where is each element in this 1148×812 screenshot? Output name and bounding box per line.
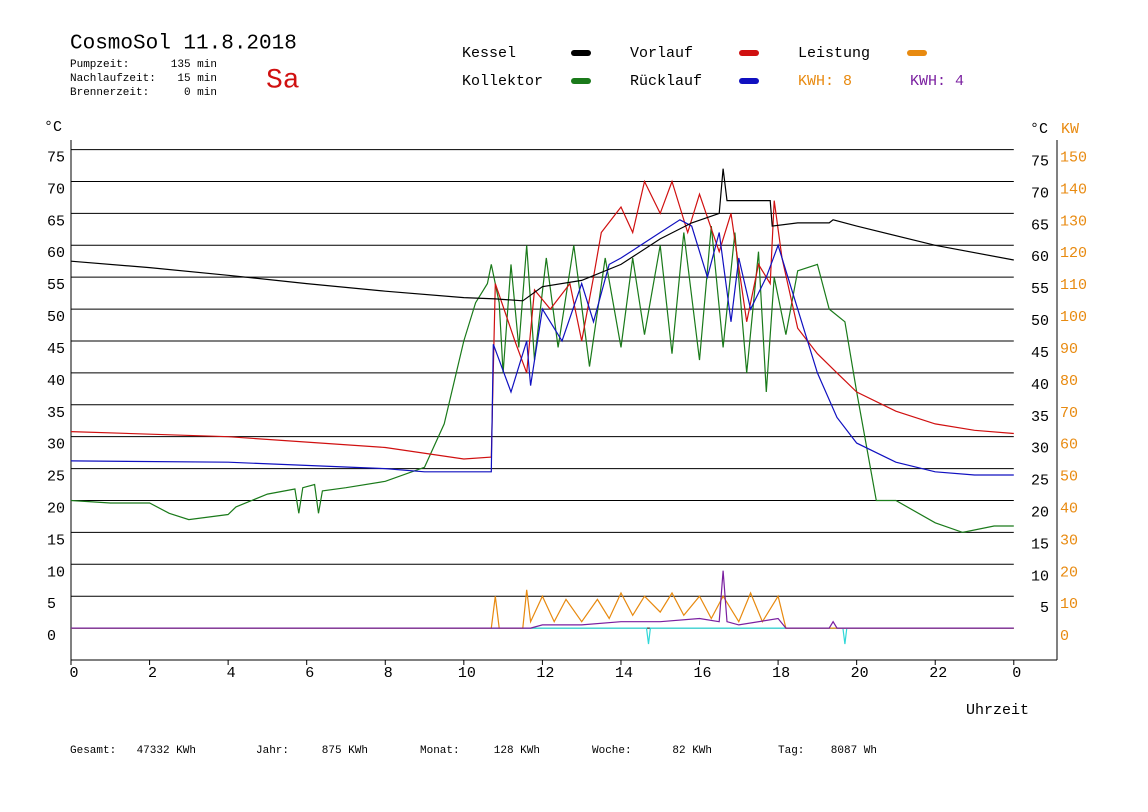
info-value: 135 min [171,59,217,71]
y-tick-label: 10 [47,564,65,581]
y3-tick-label: 10 [1060,596,1078,613]
x-tick-label: 10 [458,665,476,682]
y2-tick-label: 5 [1040,600,1049,617]
weekday: Sa [266,65,300,96]
series-line [70,179,1014,460]
info-label: Brennerzeit: [70,87,149,99]
y3-tick-label: 130 [1060,213,1087,230]
footer-value: 128 KWh [494,745,540,757]
y2-tick-label: 40 [1031,377,1049,394]
x-tick-label: 14 [615,665,633,682]
y3-tick-label: 140 [1060,181,1087,198]
y-axis-label: °C [44,119,62,136]
y-tick-label: 55 [47,277,65,294]
x-tick-label: 8 [384,665,393,682]
legend-label: Rücklauf [630,73,702,90]
y-tick-label: 60 [47,245,65,262]
y-tick-label: 40 [47,373,65,390]
x-tick-label: 12 [536,665,554,682]
y2-tick-label: 75 [1031,154,1049,171]
x-tick-label: 6 [305,665,314,682]
series-line [70,168,1014,302]
y3-tick-label: 70 [1060,405,1078,422]
y2-tick-label: 70 [1031,185,1049,202]
y3-tick-label: 60 [1060,437,1078,454]
x-tick-label: 20 [851,665,869,682]
y3-tick-label: 30 [1060,532,1078,549]
series-line [71,627,1014,645]
y2-tick-label: 50 [1031,313,1049,330]
y3-tick-label: 20 [1060,564,1078,581]
footer-label: Woche: [592,745,632,757]
y-tick-label: 50 [47,309,65,326]
series-line [71,570,1014,629]
x-tick-label: 2 [148,665,157,682]
legend-label: Leistung [798,45,870,62]
footer-label: Gesamt: [70,745,116,757]
y3-tick-label: 40 [1060,500,1078,517]
y2-tick-label: 30 [1031,441,1049,458]
legend-label: Kollektor [462,73,543,90]
y-tick-label: 0 [47,628,56,645]
y-tick-label: 75 [47,150,65,167]
y2-tick-label: 15 [1031,536,1049,553]
y2-tick-label: 35 [1031,409,1049,426]
x-tick-label: 22 [929,665,947,682]
footer-label: Jahr: [256,745,289,757]
footer-label: Tag: [778,745,804,757]
x-tick-label: 16 [694,665,712,682]
chart-title: CosmoSol 11.8.2018 [70,33,297,56]
footer-value: 82 KWh [672,745,712,757]
y-tick-label: 20 [47,500,65,517]
series-line [70,226,1014,534]
y-tick-label: 45 [47,341,65,358]
y3-axis-label: KW [1061,121,1079,138]
legend-label: Kessel [462,45,516,62]
y-tick-label: 65 [47,213,65,230]
series-line [70,219,1014,476]
footer-value: 8087 Wh [831,745,877,757]
y3-tick-label: 0 [1060,628,1069,645]
y3-tick-label: 150 [1060,150,1087,167]
info-value: 0 min [184,87,217,99]
info-label: Pumpzeit: [70,59,129,71]
y2-tick-label: 65 [1031,217,1049,234]
y2-tick-label: 10 [1031,568,1049,585]
info-value: 15 min [177,73,217,85]
y2-tick-label: 25 [1031,473,1049,490]
footer-label: Monat: [420,745,460,757]
y3-tick-label: 50 [1060,469,1078,486]
y2-axis-label: °C [1030,121,1048,138]
y-tick-label: 15 [47,532,65,549]
y-tick-label: 30 [47,437,65,454]
y-tick-label: 70 [47,181,65,198]
info-label: Nachlaufzeit: [70,73,156,85]
x-tick-label: 18 [772,665,790,682]
annotation: KWH: 4 [910,73,964,90]
y3-tick-label: 120 [1060,245,1087,262]
x-axis-label: Uhrzeit [966,702,1029,719]
annotation: KWH: 8 [798,73,852,90]
y2-tick-label: 20 [1031,504,1049,521]
y2-tick-label: 45 [1031,345,1049,362]
y-tick-label: 35 [47,405,65,422]
x-tick-label: 0 [69,665,78,682]
y2-tick-label: 55 [1031,281,1049,298]
footer-value: 47332 KWh [137,745,196,757]
y-tick-label: 5 [47,596,56,613]
x-tick-label: 0 [1012,665,1021,682]
legend-label: Vorlauf [630,45,693,62]
y3-tick-label: 110 [1060,277,1087,294]
y2-tick-label: 60 [1031,249,1049,266]
y3-tick-label: 80 [1060,373,1078,390]
footer-value: 875 KWh [322,745,368,757]
y3-tick-label: 90 [1060,341,1078,358]
y3-tick-label: 100 [1060,309,1087,326]
y-tick-label: 25 [47,469,65,486]
x-tick-label: 4 [227,665,236,682]
series-line [71,589,1014,629]
